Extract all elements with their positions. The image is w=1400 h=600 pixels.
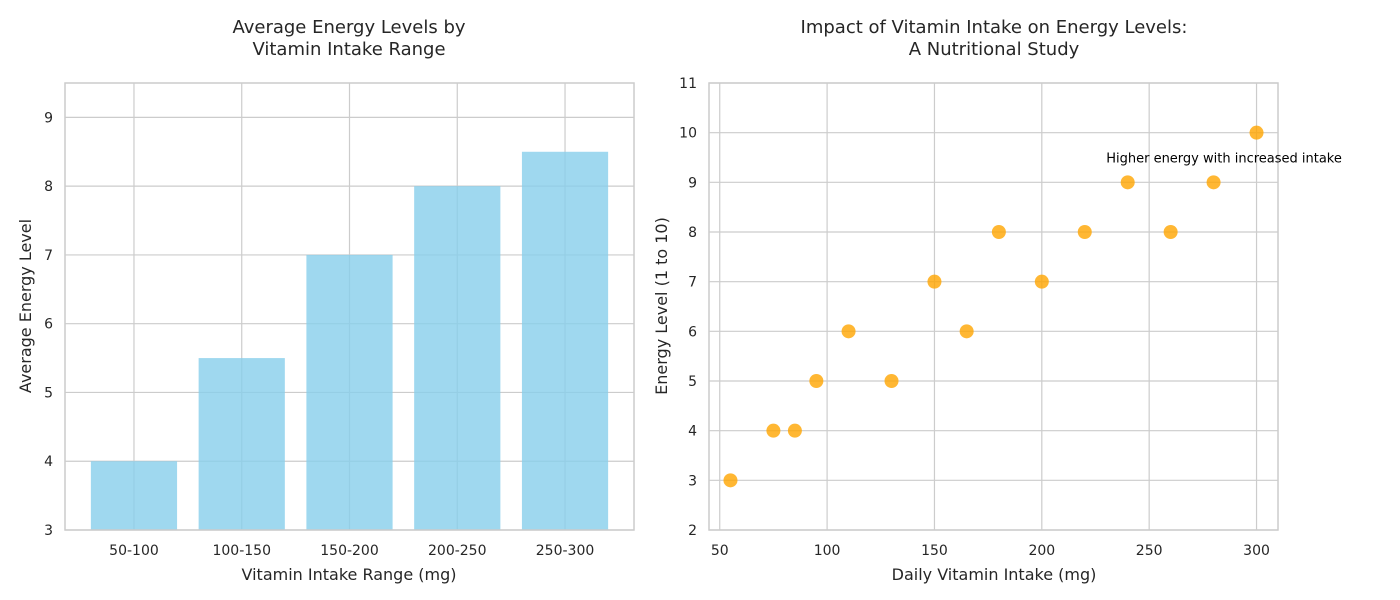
scatter-point xyxy=(1249,125,1264,140)
bar-200-250 xyxy=(414,186,501,530)
scatter-point xyxy=(1163,225,1178,239)
scatter-chart-x-tick-label: 200 xyxy=(1028,543,1055,559)
bar-250-300 xyxy=(521,151,609,530)
scatter-chart-y-tick-label: 7 xyxy=(688,275,697,291)
scatter-point xyxy=(1077,225,1092,239)
scatter-chart-x-axis-label: Daily Vitamin Intake (mg) xyxy=(892,565,1097,584)
scatter-chart-y-tick-label: 10 xyxy=(679,126,697,142)
bar-chart-y-tick-label: 5 xyxy=(44,385,53,401)
scatter-chart-x-tick-label: 300 xyxy=(1243,543,1270,559)
scatter-point xyxy=(927,274,942,289)
scatter-point xyxy=(959,324,974,339)
bar-chart-plot-frame xyxy=(64,82,635,531)
bar-chart-y-tick-label: 6 xyxy=(44,317,53,333)
scatter-chart-y-tick-label: 3 xyxy=(688,473,697,489)
bar-chart-x-tick-label: 150-200 xyxy=(320,543,379,559)
bar-50-100 xyxy=(90,461,178,530)
bar-chart-x-tick-label: 200-250 xyxy=(428,543,487,559)
bar-chart-y-axis-label: Average Energy Level xyxy=(16,219,35,393)
bar-chart-x-axis-label: Vitamin Intake Range (mg) xyxy=(242,565,457,584)
bar-chart-panel: Average Energy Levels by Vitamin Intake … xyxy=(16,17,635,584)
scatter-point xyxy=(1034,274,1049,289)
scatter-chart-y-axis-label: Energy Level (1 to 10) xyxy=(652,217,671,395)
scatter-chart-x-tick-label: 100 xyxy=(814,543,841,559)
scatter-chart-title-line-1: Impact of Vitamin Intake on Energy Level… xyxy=(801,17,1188,38)
scatter-chart-y-tick-label: 8 xyxy=(688,225,697,241)
scatter-chart-y-tick-label: 4 xyxy=(688,424,697,440)
scatter-point xyxy=(991,225,1006,239)
bar-chart-x-tick-label: 250-300 xyxy=(536,543,595,559)
scatter-chart-x-tick-label: 150 xyxy=(921,543,948,559)
scatter-point xyxy=(884,374,899,388)
scatter-chart-panel: Impact of Vitamin Intake on Energy Level… xyxy=(652,17,1342,584)
scatter-chart-x-tick-label: 250 xyxy=(1136,543,1163,559)
scatter-point xyxy=(1206,175,1221,190)
scatter-chart-x-tick-label: 50 xyxy=(711,543,729,559)
bar-chart-x-tick-label: 50-100 xyxy=(109,543,159,559)
scatter-chart-title-line-2: A Nutritional Study xyxy=(909,39,1080,60)
scatter-point xyxy=(1120,175,1135,190)
bar-chart-y-tick-label: 3 xyxy=(44,523,53,539)
scatter-point xyxy=(787,423,802,438)
bar-chart-title-line-2: Vitamin Intake Range xyxy=(252,39,445,60)
bar-chart-y-tick-label: 8 xyxy=(44,179,53,195)
scatter-point xyxy=(723,473,738,488)
scatter-chart-y-tick-label: 6 xyxy=(688,324,697,340)
bar-100-150 xyxy=(198,358,285,530)
bar-chart-y-tick-label: 9 xyxy=(44,110,53,126)
scatter-chart-y-tick-label: 5 xyxy=(688,374,697,390)
scatter-chart-y-tick-label: 2 xyxy=(688,523,697,539)
bar-chart-y-tick-label: 7 xyxy=(44,248,53,264)
scatter-point xyxy=(766,423,781,438)
scatter-chart-y-tick-label: 9 xyxy=(688,175,697,191)
scatter-chart-y-tick-label: 11 xyxy=(679,76,697,92)
scatter-point xyxy=(809,374,824,388)
bar-chart-title-line-1: Average Energy Levels by xyxy=(232,17,465,38)
scatter-annotation: Higher energy with increased intake xyxy=(1106,152,1342,167)
bar-chart-x-tick-label: 100-150 xyxy=(212,543,271,559)
scatter-chart-plot-frame xyxy=(708,82,1279,531)
bar-chart-y-tick-label: 4 xyxy=(44,454,53,470)
scatter-point xyxy=(841,324,856,339)
bar-150-200 xyxy=(306,254,393,530)
